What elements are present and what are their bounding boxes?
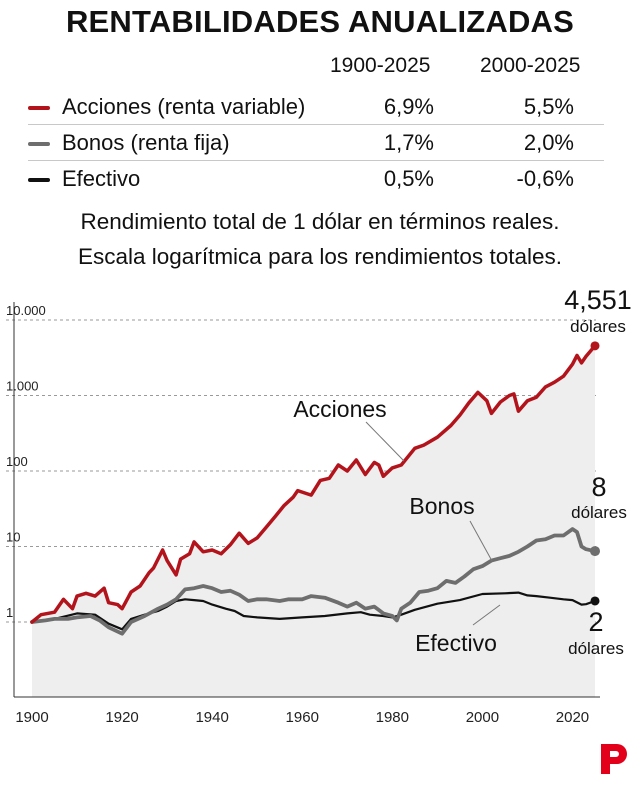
acciones-swatch-icon bbox=[28, 106, 50, 110]
legend-row-bonos: Bonos (renta fija) 1,7% 2,0% bbox=[28, 124, 604, 161]
y-tick-label: 1 bbox=[6, 605, 13, 620]
annotation-efectivo-leader bbox=[472, 604, 501, 626]
x-tick-label: 2020 bbox=[556, 709, 589, 726]
annotation-acciones: Acciones bbox=[293, 396, 386, 422]
annotation-acciones-leader bbox=[365, 421, 405, 462]
y-tick-label: 10.000 bbox=[6, 303, 46, 318]
chart-area bbox=[32, 345, 595, 697]
legend-value-acciones-1900: 6,9% bbox=[383, 94, 434, 119]
end-unit-efectivo: dólares bbox=[568, 639, 624, 658]
x-tick-label: 1940 bbox=[195, 709, 228, 726]
chart-series bbox=[30, 341, 600, 636]
annotation-efectivo: Efectivo bbox=[415, 630, 497, 656]
chart-annotations: AccionesBonosEfectivo4,551dólares8dólare… bbox=[293, 285, 631, 658]
efectivo-swatch-icon bbox=[28, 178, 50, 182]
series-end-dot-bonos bbox=[590, 546, 600, 557]
legend-label-bonos: Bonos (renta fija) bbox=[62, 130, 230, 155]
y-tick-label: 1.000 bbox=[6, 379, 39, 394]
series-line-acciones bbox=[30, 344, 597, 624]
chart-title: RENTABILIDADES ANUALIZADAS bbox=[65, 4, 575, 39]
x-tick-label: 1900 bbox=[15, 709, 48, 726]
x-tick-label: 1920 bbox=[105, 709, 138, 726]
y-tick-label: 100 bbox=[6, 454, 28, 469]
legend-col-2000-2025: 2000-2025 bbox=[480, 54, 581, 77]
legend-label-efectivo: Efectivo bbox=[62, 166, 141, 191]
publisher-logo-icon bbox=[601, 744, 627, 774]
returns-line-chart: 1 10 100 1.000 10.000 1900 1920 1940 1960 1980 200… bbox=[6, 285, 632, 726]
legend-col-1900-2025: 1900-2025 bbox=[330, 54, 431, 77]
legend-row-acciones: Acciones (renta variable) 6,9% 5,5% bbox=[28, 88, 604, 125]
x-tick-label: 2000 bbox=[466, 709, 499, 726]
series-end-dot-acciones bbox=[590, 341, 600, 351]
legend-value-acciones-2000: 5,5% bbox=[523, 94, 574, 119]
y-tick-label: 10 bbox=[6, 530, 20, 545]
end-value-bonos: 8 bbox=[591, 472, 606, 502]
legend-label-acciones: Acciones (renta variable) bbox=[62, 94, 306, 119]
legend-value-efectivo-1900: 0,5% bbox=[383, 166, 434, 191]
end-unit-bonos: dólares bbox=[571, 503, 627, 522]
end-unit-acciones: dólares bbox=[570, 317, 626, 336]
annotation-bonos-leader bbox=[469, 520, 493, 562]
x-tick-label: 1960 bbox=[286, 709, 319, 726]
area-under-acciones bbox=[32, 345, 595, 697]
end-value-acciones: 4,551 bbox=[564, 285, 632, 315]
chart-subtitle-line1: Rendimiento total de 1 dólar en términos… bbox=[80, 209, 560, 234]
legend-row-efectivo: Efectivo 0,5% -0,6% bbox=[28, 160, 604, 196]
x-tick-label: 1980 bbox=[376, 709, 409, 726]
legend-value-efectivo-2000: -0,6% bbox=[516, 166, 574, 191]
legend-value-bonos-2000: 2,0% bbox=[523, 130, 574, 155]
annotation-bonos: Bonos bbox=[409, 493, 474, 519]
bonos-swatch-icon bbox=[28, 142, 50, 146]
chart-axes: 1 10 100 1.000 10.000 1900 1920 1940 1960 1980 200… bbox=[6, 302, 600, 726]
series-line-bonos bbox=[30, 527, 597, 636]
chart-subtitle-line2: Escala logarítmica para los rendimientos… bbox=[78, 244, 562, 269]
series-end-dot-efectivo bbox=[590, 596, 600, 606]
legend-value-bonos-1900: 1,7% bbox=[383, 130, 434, 155]
end-value-efectivo: 2 bbox=[588, 607, 603, 637]
